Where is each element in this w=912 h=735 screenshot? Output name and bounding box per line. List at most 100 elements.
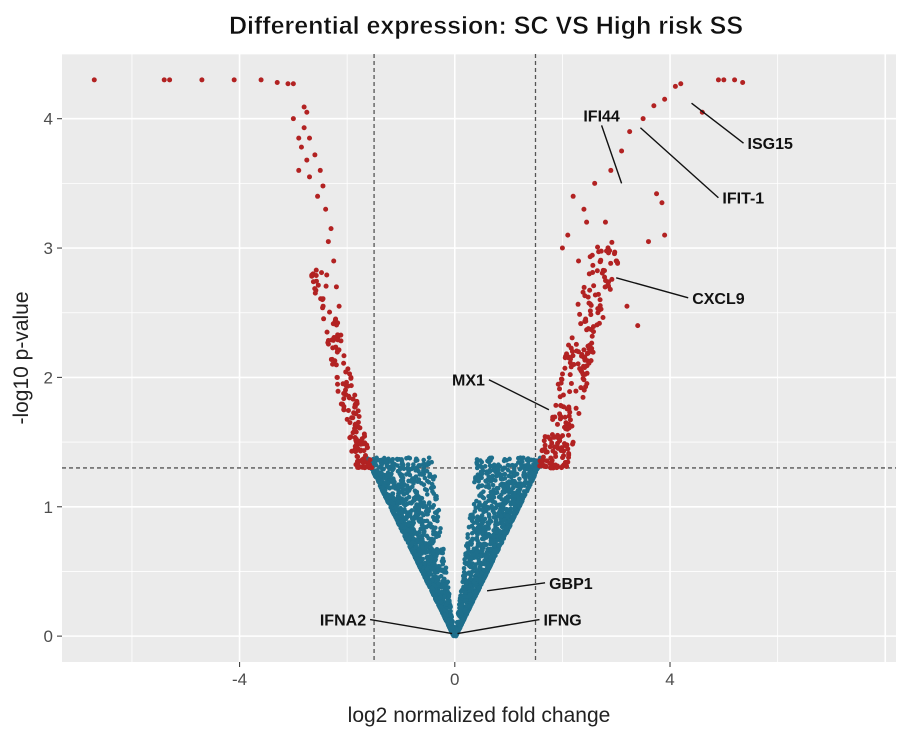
data-point-significant [567, 389, 573, 395]
data-point-not-significant [390, 501, 396, 507]
data-point-not-significant [479, 491, 484, 496]
data-point-significant [570, 193, 576, 199]
data-point-not-significant [505, 507, 511, 512]
data-point-not-significant [417, 552, 423, 557]
data-point-not-significant [521, 470, 527, 476]
data-point-not-significant [396, 522, 402, 528]
data-point-significant [333, 284, 339, 290]
data-point-not-significant [486, 514, 492, 519]
data-point-not-significant [466, 570, 472, 575]
data-point-not-significant [424, 487, 430, 493]
data-point-not-significant [421, 530, 427, 535]
data-point-not-significant [473, 505, 479, 511]
data-point-not-significant [508, 474, 514, 480]
data-point-not-significant [501, 484, 506, 490]
data-point-not-significant [503, 526, 509, 531]
data-point-significant [360, 441, 366, 447]
data-point-significant [599, 270, 605, 276]
data-point-significant [325, 341, 331, 347]
data-point-not-significant [424, 468, 430, 474]
data-point-not-significant [511, 500, 516, 506]
data-point-significant [597, 259, 603, 265]
data-point-significant [547, 444, 553, 450]
data-point-significant [352, 392, 358, 398]
data-point-significant [557, 434, 563, 440]
data-point-not-significant [390, 484, 396, 490]
data-point-significant [591, 329, 597, 335]
data-point-not-significant [375, 476, 380, 482]
data-point-significant [167, 77, 173, 83]
x-tick-label: 0 [450, 670, 459, 689]
data-point-significant [594, 322, 600, 328]
data-point-significant [356, 413, 362, 419]
data-point-significant [645, 239, 651, 245]
data-point-significant [91, 77, 97, 83]
gene-label-leader [616, 277, 689, 299]
data-point-not-significant [486, 563, 492, 568]
data-point-significant [290, 81, 296, 87]
data-point-significant [285, 81, 291, 87]
data-point-significant [608, 167, 614, 173]
data-point-not-significant [462, 594, 468, 599]
data-point-not-significant [481, 495, 487, 501]
data-point-significant [732, 77, 738, 83]
data-point-significant [555, 440, 561, 446]
data-point-significant [569, 335, 575, 341]
data-point-significant [298, 144, 304, 150]
data-point-not-significant [474, 570, 480, 576]
data-point-not-significant [416, 477, 422, 482]
data-point-not-significant [467, 515, 473, 521]
significant-points [91, 77, 746, 471]
data-point-significant [608, 260, 614, 266]
data-point-not-significant [409, 508, 415, 513]
data-point-not-significant [464, 579, 469, 585]
data-point-not-significant [404, 483, 410, 489]
data-point-not-significant [471, 501, 477, 507]
data-point-significant [304, 109, 310, 115]
gene-label: IFI44 [583, 108, 620, 125]
data-point-significant [561, 441, 567, 447]
data-point-significant [566, 452, 572, 458]
data-point-significant [542, 434, 548, 440]
data-point-not-significant [481, 567, 487, 573]
axis-ticks: -4 0 4 0 1 2 3 4 [44, 110, 675, 689]
data-point-not-significant [498, 529, 503, 534]
data-point-not-significant [417, 540, 423, 546]
data-point-not-significant [427, 500, 432, 505]
data-point-not-significant [405, 467, 411, 472]
data-point-significant [567, 372, 573, 378]
data-point-significant [549, 440, 555, 446]
data-point-significant [597, 307, 603, 313]
data-point-significant [335, 381, 341, 387]
data-point-significant [341, 353, 347, 359]
data-point-not-significant [532, 473, 537, 478]
data-point-not-significant [483, 504, 489, 510]
data-point-not-significant [510, 510, 516, 516]
data-point-significant [562, 414, 568, 420]
data-point-significant [624, 303, 630, 309]
data-point-not-significant [468, 557, 474, 562]
data-point-not-significant [436, 581, 441, 587]
data-point-significant [570, 439, 576, 445]
data-point-not-significant [436, 507, 442, 513]
data-point-significant [355, 408, 361, 414]
data-point-significant [331, 258, 337, 264]
gene-label: IFIT-1 [722, 191, 764, 208]
data-point-not-significant [396, 484, 401, 490]
data-point-not-significant [477, 564, 483, 570]
data-point-significant [324, 272, 330, 278]
data-point-significant [327, 309, 333, 315]
data-point-significant [579, 351, 585, 357]
data-point-not-significant [416, 468, 421, 474]
data-point-not-significant [458, 619, 464, 624]
data-point-significant [581, 347, 587, 353]
data-point-not-significant [474, 520, 480, 526]
data-point-not-significant [418, 562, 423, 567]
data-point-not-significant [413, 458, 419, 464]
data-point-not-significant [409, 529, 414, 534]
data-point-not-significant [507, 518, 512, 524]
data-point-significant [341, 396, 347, 402]
data-point-not-significant [488, 546, 494, 552]
data-point-significant [367, 462, 373, 468]
gene-label: ISG15 [748, 136, 793, 153]
